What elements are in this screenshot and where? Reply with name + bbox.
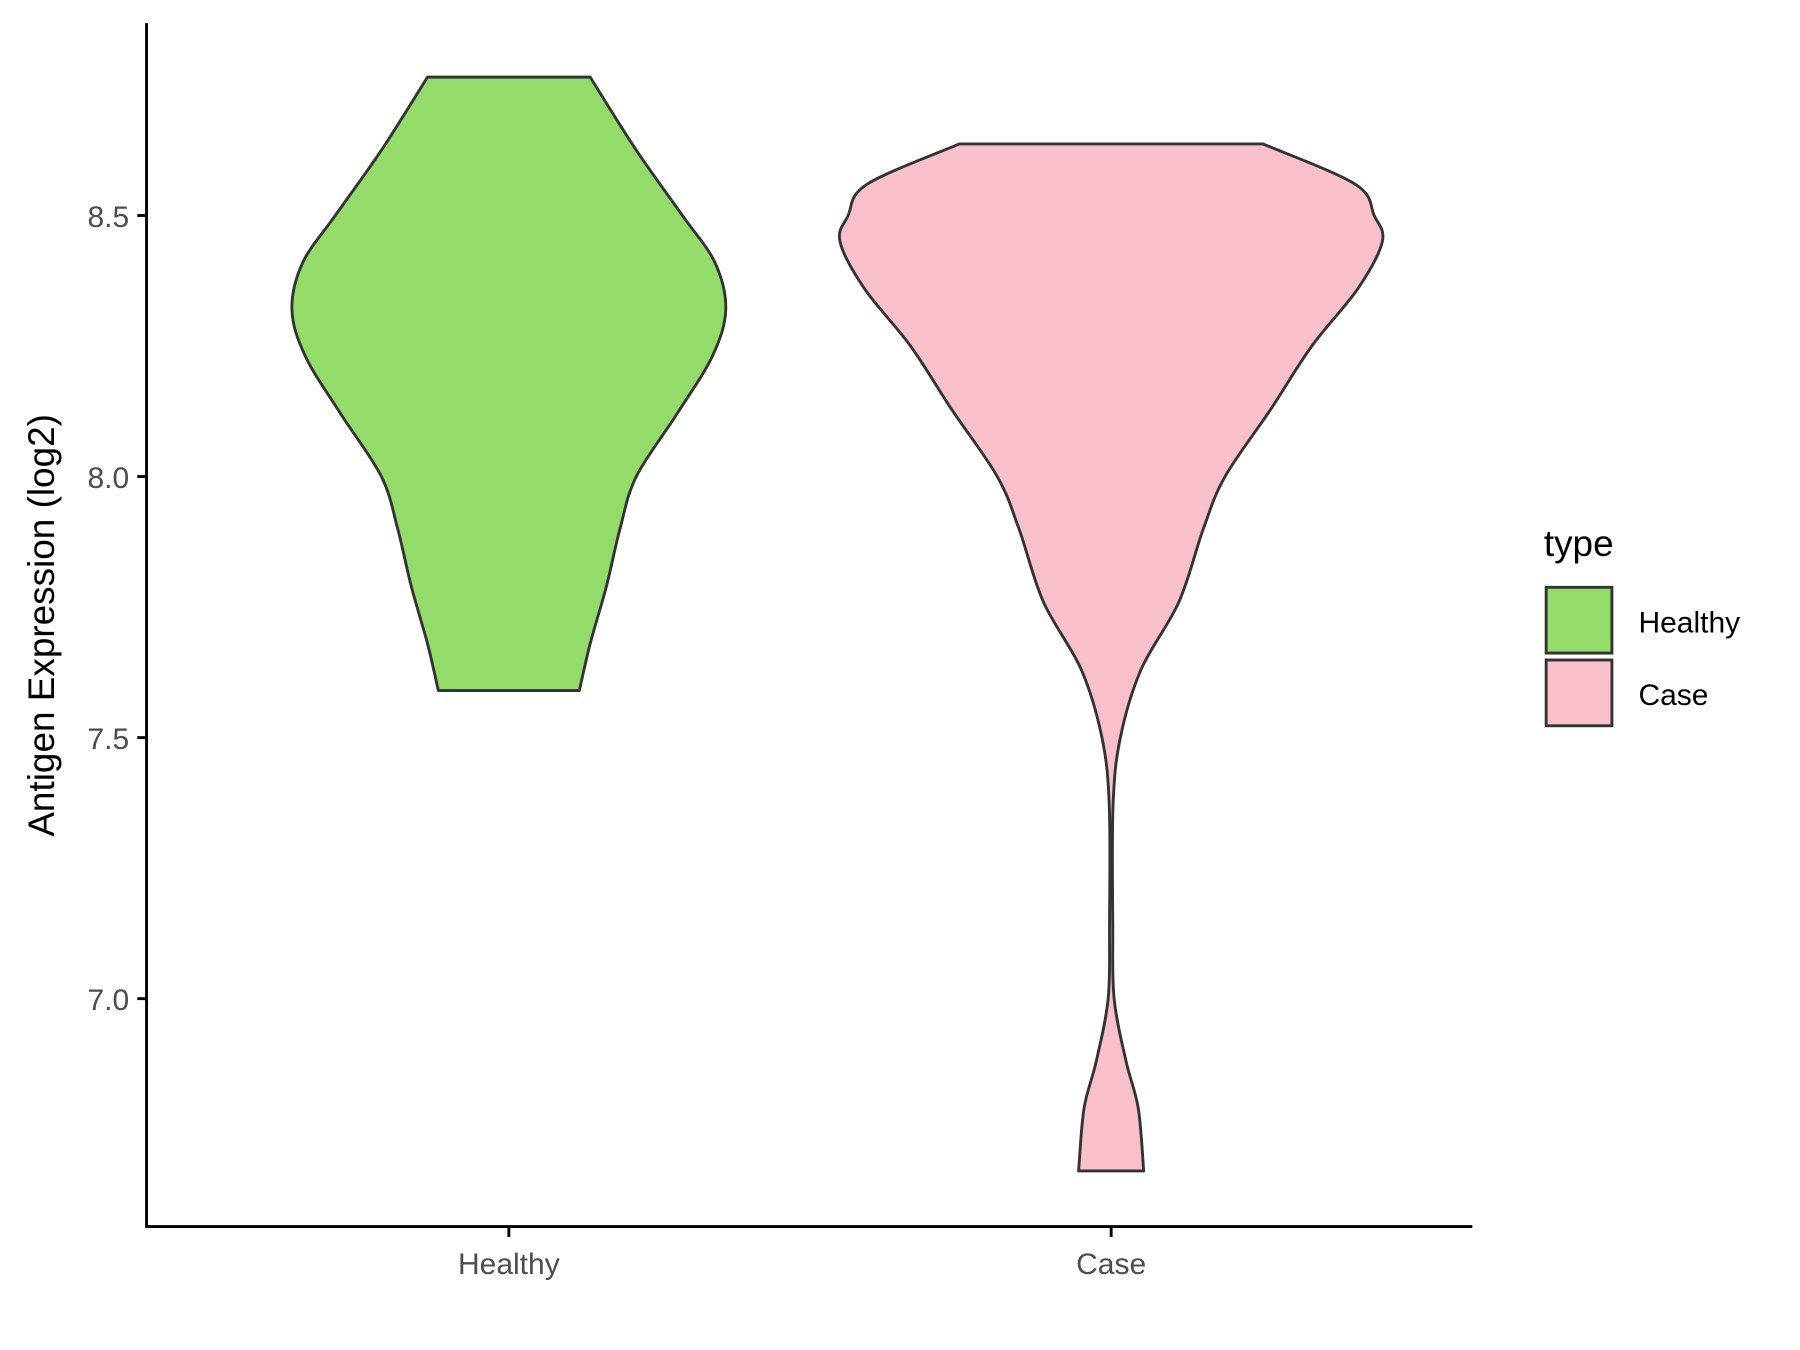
legend-swatch-healthy [1544, 585, 1614, 655]
legend-label: Case [1638, 679, 1708, 712]
legend-swatch-case [1544, 658, 1614, 728]
violin-case [837, 142, 1385, 1173]
x-ticks: Healthy Case [458, 1226, 1146, 1281]
legend-title: type [1544, 523, 1614, 564]
y-tick-label: 8.5 [88, 201, 130, 234]
y-ticks: 7.0 7.5 8.0 8.5 [88, 201, 147, 1017]
y-tick-label: 8.0 [88, 462, 130, 495]
x-tick-label: Healthy [458, 1248, 560, 1281]
y-axis-label: Antigen Expression (log2) [21, 414, 62, 837]
legend-label: Healthy [1638, 606, 1740, 639]
y-tick-label: 7.5 [88, 723, 130, 756]
legend: type Healthy Case [1544, 523, 1740, 728]
x-tick-label: Case [1076, 1248, 1146, 1281]
y-tick-label: 7.0 [88, 984, 130, 1017]
violins [290, 75, 1385, 1173]
violin-healthy [290, 75, 728, 693]
